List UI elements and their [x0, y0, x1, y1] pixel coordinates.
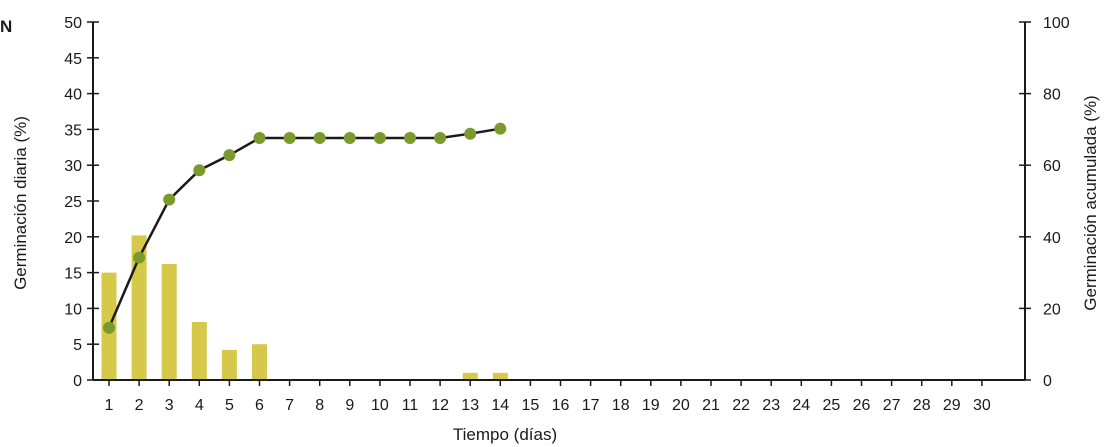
cumulative-point — [373, 131, 386, 144]
left-tick-label: 20 — [64, 230, 82, 247]
left-axis-title: Germinación diaria (%) — [11, 116, 30, 290]
cumulative-point — [253, 131, 266, 144]
panel-label: N — [0, 17, 12, 36]
x-tick-label: 22 — [732, 397, 750, 414]
daily-bar — [191, 322, 207, 380]
left-tick-label: 5 — [73, 337, 82, 354]
x-tick-label: 8 — [315, 397, 324, 414]
x-tick-label: 12 — [431, 397, 449, 414]
cumulative-germination-series — [103, 122, 507, 334]
cumulative-point — [283, 131, 296, 144]
x-tick-label: 14 — [491, 397, 509, 414]
x-tick-label: 16 — [552, 397, 570, 414]
x-tick-label: 13 — [461, 397, 479, 414]
daily-bar — [131, 235, 147, 380]
x-tick-label: 2 — [135, 397, 144, 414]
daily-bar — [221, 349, 237, 380]
x-axis-title: Tiempo (días) — [453, 425, 557, 444]
x-tick-label: 5 — [225, 397, 234, 414]
x-tick-label: 4 — [195, 397, 204, 414]
x-axis: 1 2 3 4 5 6 7 8 9 10 11 12 13 14 15 16 17 18 19 20 21 22 23 24 2… — [93, 379, 1025, 414]
cumulative-point — [313, 131, 326, 144]
x-tick-label: 3 — [165, 397, 174, 414]
cumulative-point — [494, 122, 507, 135]
x-tick-label: 17 — [582, 397, 600, 414]
left-tick-label: 40 — [64, 87, 82, 104]
cumulative-point — [133, 251, 146, 264]
x-tick-label: 6 — [255, 397, 264, 414]
cumulative-point — [193, 164, 206, 177]
right-axis-title: Germinación acumulada (%) — [1081, 95, 1100, 310]
x-tick-label: 11 — [402, 397, 419, 414]
left-tick-label: 30 — [64, 158, 82, 175]
x-tick-label: 1 — [105, 397, 114, 414]
right-tick-label: 80 — [1043, 87, 1061, 104]
x-tick-label: 10 — [371, 397, 389, 414]
x-tick-label: 29 — [943, 397, 961, 414]
x-tick-label: 23 — [762, 397, 780, 414]
x-tick-label: 28 — [913, 397, 931, 414]
x-tick-label: 9 — [345, 397, 354, 414]
left-tick-label: 15 — [64, 266, 82, 283]
daily-germination-bars — [101, 235, 508, 380]
x-tick-label: 27 — [883, 397, 901, 414]
right-tick-label: 40 — [1043, 230, 1061, 247]
x-tick-label: 21 — [702, 397, 720, 414]
cumulative-point — [163, 193, 176, 206]
left-tick-label: 35 — [64, 122, 82, 139]
cumulative-point — [434, 131, 447, 144]
cumulative-point — [223, 149, 236, 162]
x-tick-label: 30 — [973, 397, 991, 414]
x-tick-label: 15 — [522, 397, 540, 414]
x-tick-label: 20 — [672, 397, 690, 414]
right-tick-label: 0 — [1043, 373, 1052, 390]
daily-bar — [462, 372, 478, 380]
daily-bar — [252, 344, 267, 380]
cumulative-point — [343, 131, 356, 144]
right-y-axis: 0 20 40 60 80 100 — [1019, 15, 1070, 390]
left-tick-label: 50 — [64, 15, 82, 32]
cumulative-point — [103, 321, 115, 334]
left-tick-label: 25 — [64, 194, 82, 211]
left-tick-label: 45 — [64, 51, 82, 68]
x-tick-label: 25 — [823, 397, 841, 414]
daily-bar — [492, 372, 508, 380]
right-tick-label: 60 — [1043, 158, 1061, 175]
right-tick-label: 100 — [1043, 15, 1070, 32]
x-tick-label: 7 — [285, 397, 294, 414]
left-tick-label: 10 — [64, 301, 82, 318]
daily-bar — [161, 264, 177, 380]
cumulative-point — [404, 131, 416, 144]
x-tick-label: 24 — [792, 397, 810, 414]
x-tick-label: 19 — [642, 397, 660, 414]
right-tick-label: 20 — [1043, 301, 1061, 318]
left-tick-label: 0 — [73, 373, 82, 390]
x-tick-label: 18 — [612, 397, 630, 414]
x-tick-label: 26 — [853, 397, 871, 414]
cumulative-point — [464, 127, 477, 140]
left-y-axis: 0 5 10 15 20 25 30 35 40 45 50 — [64, 15, 99, 390]
